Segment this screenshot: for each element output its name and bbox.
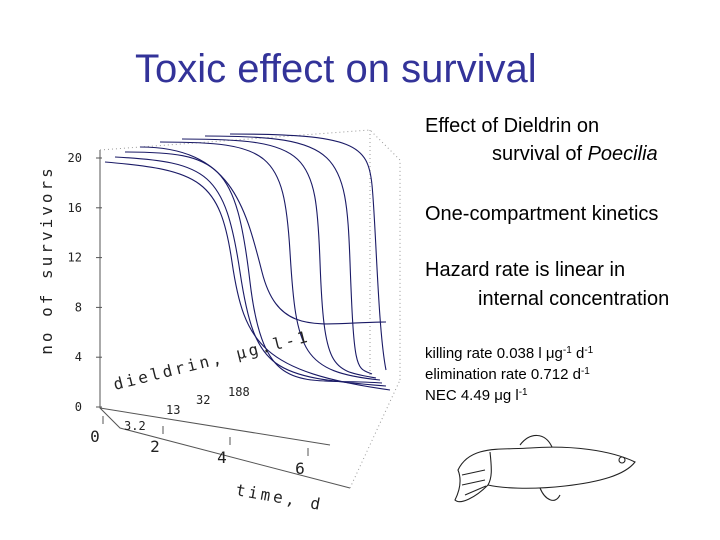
z-tick-label: 4 <box>75 350 82 364</box>
time-tick-label: 4 <box>217 448 227 467</box>
bullet-line: Hazard rate is linear in <box>425 259 625 281</box>
survival-curve <box>204 135 373 375</box>
bullet-line: Effect of Dieldrin on <box>425 115 599 137</box>
axis-frame <box>99 150 351 489</box>
bullet-line: internal concentration <box>478 288 669 310</box>
survival-curve <box>181 138 377 379</box>
z-tick-label: 0 <box>75 400 82 414</box>
parameter-line: killing rate 0.038 l μg-1 d-1 <box>425 345 594 363</box>
survival-curve <box>159 141 381 381</box>
slide-title: Toxic effect on survival <box>135 47 537 91</box>
conc-tick-label: 188 <box>228 385 250 399</box>
time-axis-label: time, d <box>234 480 324 514</box>
text-span: NEC 4.49 μg l <box>425 387 519 404</box>
z-tick-label: 12 <box>68 251 82 265</box>
survival-curve <box>229 133 387 371</box>
bullet-line: survival of Poecilia <box>492 143 658 165</box>
survival-curve <box>114 156 387 387</box>
text-span: d <box>572 345 585 362</box>
survival-curve <box>104 161 391 391</box>
superscript: -1 <box>563 345 572 356</box>
time-tick-label: 6 <box>295 459 305 478</box>
z-tick-label: 8 <box>75 300 82 314</box>
survival-curve <box>139 146 387 325</box>
text-span: killing rate 0.038 l μg <box>425 345 563 362</box>
z-tick-label: 16 <box>68 201 82 215</box>
superscript: -1 <box>519 387 528 398</box>
text-span: elimination rate 0.712 d <box>425 366 581 383</box>
superscript: -1 <box>584 345 593 356</box>
text-panel: Effect of Dieldrin on survival of Poecili… <box>425 115 669 404</box>
z-axis-label: no of survivors <box>37 165 56 355</box>
text-span: Poecilia <box>588 143 658 165</box>
time-tick-label: 0 <box>90 427 100 446</box>
bullet-line: One-compartment kinetics <box>425 203 658 225</box>
conc-tick-label: 32 <box>196 393 210 407</box>
conc-tick-label: 3.2 <box>124 419 146 433</box>
conc-tick-label: 13 <box>166 403 180 417</box>
text-span: survival of <box>492 143 588 165</box>
parameter-line: NEC 4.49 μg l-1 <box>425 387 528 405</box>
fish-illustration <box>454 434 636 503</box>
text-span: internal concentration <box>478 288 669 310</box>
z-tick-label: 20 <box>68 151 82 165</box>
time-tick-label: 2 <box>150 437 160 456</box>
survival-curve <box>124 151 383 384</box>
superscript: -1 <box>581 366 590 377</box>
parameter-line: elimination rate 0.712 d-1 <box>425 366 590 384</box>
